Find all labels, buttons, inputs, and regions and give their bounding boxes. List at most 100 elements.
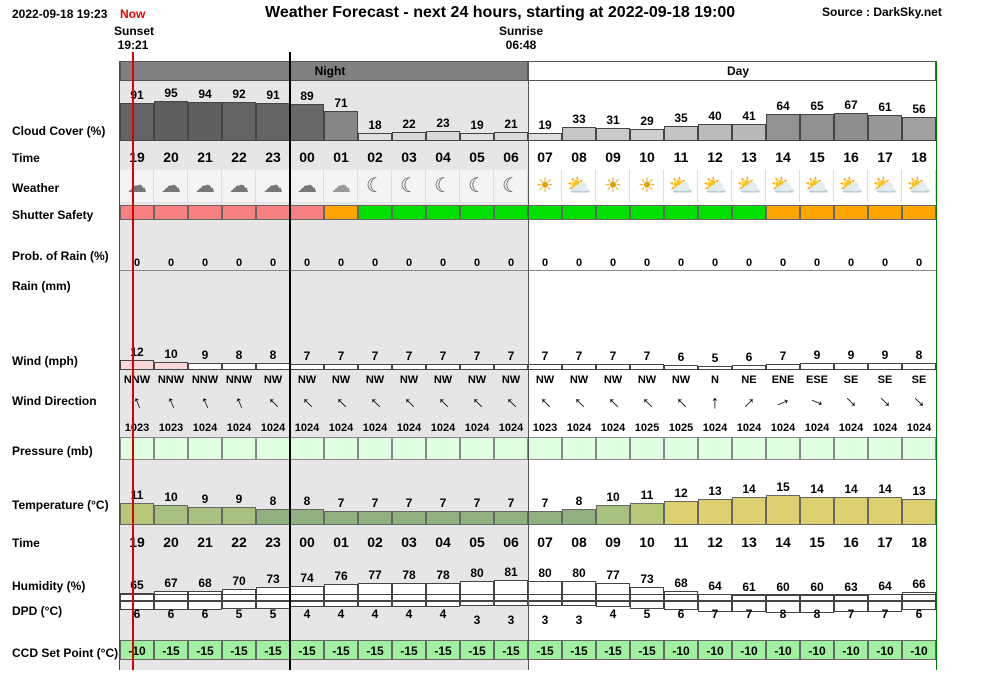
hour-label: 06 (503, 149, 519, 165)
sun-cloud-icon: ⛅ (906, 175, 932, 197)
pressure-cell (766, 437, 800, 460)
ccd-value: -15 (162, 644, 180, 658)
label-time: Time (12, 151, 40, 165)
wind-direction-label: NW (297, 374, 317, 386)
dpd-bar (902, 601, 936, 610)
weather-cell (460, 170, 494, 202)
temperature-value: 14 (878, 482, 892, 496)
ccd-value: -15 (434, 644, 452, 658)
wind-bar (392, 364, 426, 370)
ccd-value: -15 (604, 644, 622, 658)
humidity-bar (460, 581, 494, 601)
prob-rain-value: 0 (303, 257, 311, 269)
prob-rain-value: 0 (745, 257, 753, 269)
shutter-safety-cell (698, 205, 732, 220)
wind-bar (630, 364, 664, 370)
hour-label: 00 (299, 149, 315, 165)
pressure-cell (562, 437, 596, 460)
wind-value: 7 (473, 349, 481, 364)
shutter-safety-cell (902, 205, 936, 220)
ccd-value: -15 (230, 644, 248, 658)
wind-value: 7 (507, 349, 515, 364)
cloud-bar (528, 133, 562, 141)
temperature-value: 8 (269, 494, 277, 508)
cloud-value: 29 (640, 113, 654, 128)
pressure-value: 1023 (124, 422, 150, 434)
hour-label-2: 21 (197, 534, 213, 550)
temperature-bar (256, 509, 290, 525)
temperature-value: 14 (742, 482, 756, 496)
wind-direction-label: NE (741, 374, 757, 386)
ccd-value: -15 (570, 644, 588, 658)
cloud-value: 35 (674, 111, 688, 126)
hour-label: 07 (537, 149, 553, 165)
ccd-cell (596, 640, 630, 660)
cloud-value: 91 (130, 87, 144, 102)
moon-cloud-icon: ☁ (331, 175, 351, 197)
ccd-cell (698, 640, 732, 660)
dpd-value: 3 (507, 613, 515, 627)
shutter-safety-cell (256, 205, 290, 220)
prob-rain-value: 0 (711, 257, 719, 269)
wind-direction-label: NW (399, 374, 419, 386)
weather-cell (256, 170, 290, 202)
temperature-value: 7 (405, 496, 413, 510)
humidity-value: 60 (810, 580, 824, 594)
prob-rain-value: 0 (643, 257, 651, 269)
pressure-value: 1024 (770, 422, 796, 434)
prob-rain-value: 0 (813, 257, 821, 269)
weather-cell (324, 170, 358, 202)
hour-label: 14 (775, 149, 791, 165)
sun-cloud-icon: ⛅ (702, 175, 728, 197)
ccd-cell (460, 640, 494, 660)
weather-cell (868, 170, 902, 202)
wind-bar (800, 362, 834, 370)
temperature-bar (528, 511, 562, 525)
sun-cloud-icon: ⛅ (668, 175, 694, 197)
dpd-bar (528, 601, 562, 606)
cloud-bar (460, 133, 494, 141)
wind-bar (188, 362, 222, 370)
sun-cloud-icon: ⛅ (566, 175, 592, 197)
hour-label-2: 23 (265, 534, 281, 550)
weather-cell (698, 170, 732, 202)
ccd-value: -15 (366, 644, 384, 658)
ccd-cell (902, 640, 936, 660)
hour-label-2: 09 (605, 534, 621, 550)
wind-bar (664, 365, 698, 370)
pressure-value: 1024 (804, 422, 830, 434)
humidity-bar (426, 582, 460, 601)
hour-label: 04 (435, 149, 451, 165)
wind-arrow-icon: ↑ (398, 391, 419, 413)
shutter-safety-cell (392, 205, 426, 220)
cloud-value: 23 (436, 116, 450, 131)
wind-value: 9 (813, 347, 821, 362)
temperature-value: 9 (235, 492, 243, 506)
dpd-value: 4 (405, 607, 413, 621)
weather-cell (188, 170, 222, 202)
humidity-bar (630, 586, 664, 601)
shutter-safety-cell (800, 205, 834, 220)
cloud-icon: ☁ (127, 175, 147, 197)
sun-cloud-icon: ⛅ (872, 175, 898, 197)
humidity-value: 80 (538, 566, 552, 580)
cloud-icon: ☁ (161, 175, 181, 197)
pressure-cell (188, 437, 222, 460)
ccd-value: -15 (264, 644, 282, 658)
hour-label: 01 (333, 149, 349, 165)
wind-value: 7 (439, 349, 447, 364)
humidity-bar (222, 589, 256, 601)
wind-bar (732, 365, 766, 370)
humidity-value: 80 (572, 566, 586, 580)
wind-bar (562, 364, 596, 370)
ccd-cell (188, 640, 222, 660)
ccd-value: -10 (774, 644, 792, 658)
ccd-value: -15 (502, 644, 520, 658)
night-band (120, 61, 528, 81)
cloud-icon: ☁ (297, 175, 317, 197)
wind-arrow-icon: ↑ (162, 391, 179, 414)
prob-rain-value: 0 (439, 257, 447, 269)
shutter-safety-cell (188, 205, 222, 220)
hour-label-2: 08 (571, 534, 587, 550)
wind-bar (460, 364, 494, 370)
